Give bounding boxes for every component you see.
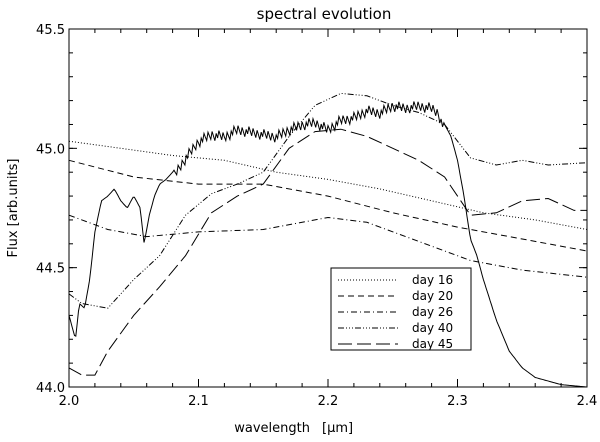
x-axis-label: wavelength — [234, 421, 310, 436]
y-tick-label: 45.5 — [36, 23, 65, 38]
series-line-day-16 — [68, 140, 588, 230]
y-axis-label: Flux [arb.units] — [6, 159, 21, 258]
legend-label: day 40 — [412, 321, 453, 335]
x-tick-label: 2.0 — [59, 394, 80, 409]
axis-ticks: 2.0 2.1 2.2 2.3 2.4 44.0 44.5 45.0 45.5 — [36, 23, 597, 409]
legend: day 16 day 20 day 26 day 40 day 45 — [330, 267, 472, 351]
y-tick-label: 44.5 — [36, 262, 65, 277]
legend-box — [330, 267, 472, 351]
x-tick-label: 2.3 — [447, 394, 468, 409]
x-tick-label: 2.1 — [188, 394, 209, 409]
legend-label: day 45 — [412, 337, 453, 351]
legend-label: day 26 — [412, 305, 453, 319]
x-tick-label: 2.2 — [318, 394, 339, 409]
plot-frame — [68, 28, 588, 388]
legend-label: day 16 — [412, 273, 453, 287]
series-line-day-26 — [68, 214, 588, 278]
series-line-day-20 — [68, 159, 588, 252]
series-line-day-45 — [68, 128, 587, 376]
x-tick-label: 2.4 — [577, 394, 598, 409]
y-tick-label: 44.0 — [36, 381, 65, 396]
x-axis-unit: [μm] — [322, 421, 353, 436]
chart-title: spectral evolution — [257, 5, 392, 23]
y-tick-label: 45.0 — [36, 142, 65, 157]
legend-label: day 20 — [412, 289, 453, 303]
series-lines — [68, 92, 588, 388]
spectrum-solid-line — [68, 101, 588, 388]
